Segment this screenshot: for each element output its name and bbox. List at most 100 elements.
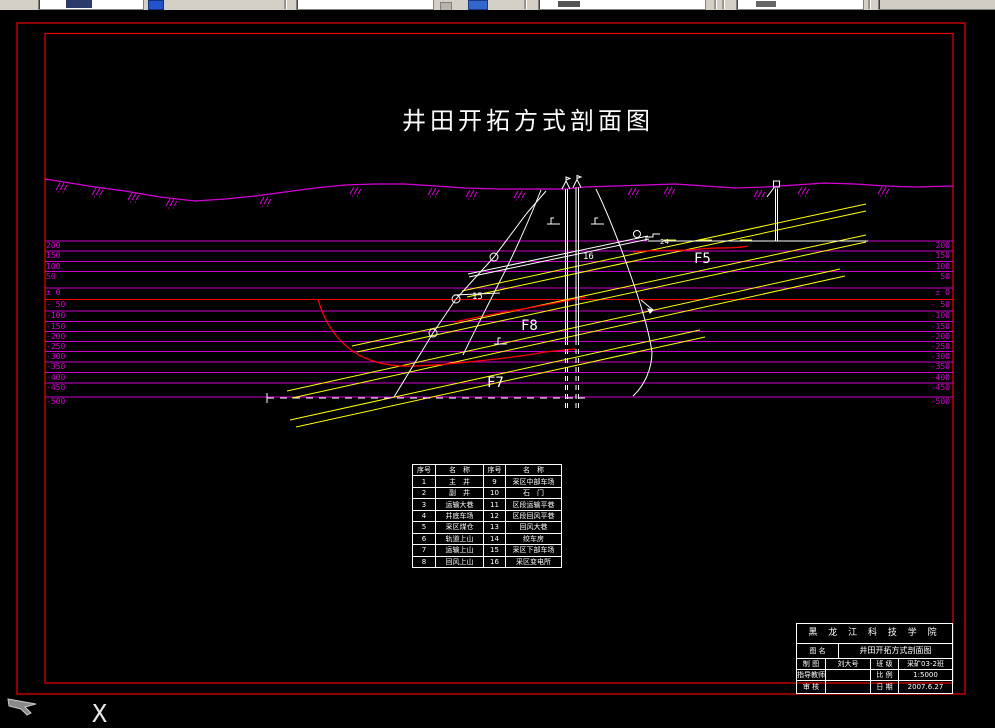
dip-arrow	[640, 299, 654, 311]
coal-seam-lines	[286, 203, 867, 428]
level-label-right: -450	[930, 383, 950, 392]
auxiliary-shaft	[572, 174, 583, 409]
level-label-left: ± 0	[46, 288, 61, 297]
step-symbol	[645, 233, 660, 241]
fault-plane-left	[462, 189, 542, 356]
headframe-icon	[561, 176, 572, 190]
fault-label-f5: F5	[694, 251, 711, 267]
date-label: 日 期	[871, 681, 899, 693]
marker-tick	[547, 217, 560, 225]
white-linework	[266, 188, 868, 403]
legend-header: 名 称	[505, 463, 562, 477]
level-label-left: -150	[46, 321, 66, 331]
level-label-left: -200	[46, 331, 66, 341]
checker-value	[826, 681, 871, 693]
fault-plane-right	[595, 188, 653, 397]
drafter-label: 制 图	[797, 659, 826, 669]
fault-label-f8: F8	[521, 318, 538, 334]
level-label-right: -100	[930, 311, 950, 320]
level-label-left: 100	[46, 261, 61, 271]
callout-16: 16	[583, 252, 594, 262]
class-value: 采矿03-2班	[907, 659, 944, 668]
drawing-name-label: 图 名	[797, 644, 839, 658]
fault-traces-red	[317, 245, 749, 367]
level-label-left: -500	[46, 397, 66, 406]
level-label-right: -150	[930, 321, 950, 331]
lineweight-sample	[756, 1, 776, 7]
level-label-left: -250	[46, 341, 66, 351]
toolbar-separator	[868, 0, 871, 9]
fault-f5-trace	[632, 245, 749, 253]
fault-label-f7: F7	[487, 375, 504, 391]
level-label-right: -250	[930, 341, 950, 351]
level-label-left: - 50	[46, 299, 66, 309]
legend-row: 5 采区煤仓 13 回风大巷	[412, 521, 562, 534]
sheet-border-frames	[16, 22, 966, 695]
legend-header: 序号	[483, 463, 506, 477]
plotstyle-combo[interactable]	[878, 0, 995, 10]
level-label-right: -300	[930, 351, 950, 361]
level-label-right: -200	[930, 331, 950, 341]
borehole-line	[393, 190, 547, 398]
level-label-right: - 50	[930, 299, 950, 309]
main-shaft	[561, 176, 572, 409]
title-block: 黑 龙 江 科 技 学 院 图 名 井田开拓方式剖面图 制 图 刘大号 班 级 …	[796, 623, 953, 694]
terrain-profile	[44, 178, 954, 202]
scale-label: 比 例	[871, 670, 899, 680]
school-name: 黑 龙 江 科 技 学 院	[808, 628, 941, 638]
toolbar-separator	[284, 0, 287, 9]
fault-f7-trace	[317, 298, 576, 367]
fault-f8-trace	[454, 296, 586, 323]
ventilation-shaft	[766, 180, 780, 241]
marker-tick	[591, 217, 604, 225]
callout-24: 24	[660, 238, 669, 246]
make-layer-icon[interactable]	[148, 0, 164, 10]
level-label-right: 150	[935, 251, 950, 260]
linetype-combo[interactable]	[538, 0, 706, 10]
layers-icon[interactable]	[468, 0, 488, 10]
drawing-name-value: 井田开拓方式剖面图	[859, 646, 932, 655]
toolbar-separator	[714, 0, 717, 9]
shafts	[561, 174, 780, 409]
level-label-left: -100	[46, 311, 66, 320]
checker-label: 审 核	[797, 681, 826, 693]
vegetation-hatch-marks	[55, 182, 890, 209]
level-label-left: 150	[46, 251, 61, 260]
toolbar-separator	[524, 0, 527, 9]
marker-tick	[494, 337, 507, 345]
level-label-right: 100	[935, 261, 950, 271]
level-label-right: 50	[940, 271, 950, 281]
legend-row: 3 运输大巷 11 区段运输平巷	[412, 498, 562, 511]
level-label-left: -300	[46, 351, 66, 361]
axis-x-label: X	[92, 699, 108, 728]
level-label-right: -500	[930, 397, 950, 406]
legend-row: 8 回风上山 16 采区变电所	[412, 555, 562, 568]
date-value: 2007.6.27	[907, 682, 944, 691]
level-label-right: 200	[935, 241, 950, 250]
callout-15: 15	[472, 292, 483, 302]
lineweight-combo[interactable]	[736, 0, 864, 10]
legend-header-row: 序号 名 称 序号 名 称	[412, 463, 562, 477]
level-label-right: -350	[930, 362, 950, 371]
level-label-left: 200	[46, 241, 61, 250]
level-label-left: -450	[46, 383, 66, 392]
advisor-value	[826, 670, 871, 680]
legend-row: 7 运输上山 15 采区下部车场	[412, 544, 562, 557]
color-combo[interactable]	[296, 0, 434, 10]
drafter-value: 刘大号	[826, 659, 871, 669]
legend-row: 6 轨道上山 14 绞车房	[412, 532, 562, 546]
headframe-icon	[572, 174, 583, 188]
layer-icon	[66, 0, 92, 8]
elevation-level-lines	[45, 240, 953, 398]
drawing-title: 井田开拓方式剖面图	[402, 107, 654, 135]
toolbar-separator	[722, 0, 725, 9]
legend-header: 序号	[412, 463, 436, 477]
advisor-label: 指导教师	[797, 670, 826, 680]
drawing-canvas[interactable]: 井田开拓方式剖面图 200 150 100 50 ± 0 - 50 -100 -…	[0, 10, 995, 726]
level-label-left: 50	[46, 271, 56, 281]
level-label-left: -400	[46, 372, 66, 382]
